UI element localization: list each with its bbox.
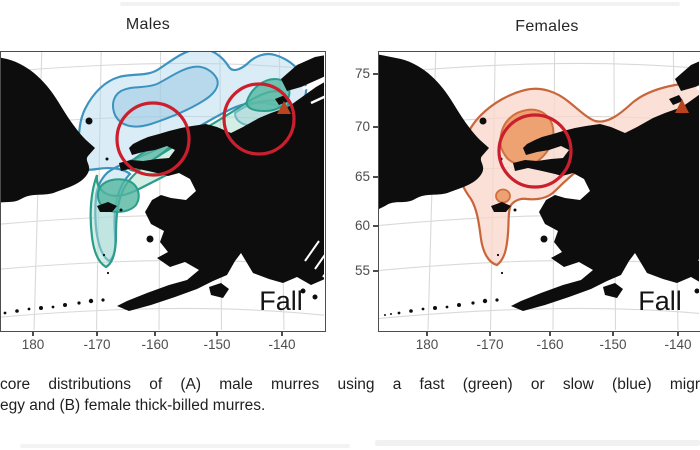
colony-marker-males: [277, 101, 291, 114]
x-tick: [32, 331, 34, 336]
females-map-svg: [379, 52, 699, 330]
x-tick-label: -140: [268, 337, 296, 352]
x-tick: [154, 331, 156, 336]
y-tick-label: 75: [354, 66, 370, 81]
y-tick: [373, 176, 378, 178]
x-tick: [96, 331, 98, 336]
x-tick-label: -170: [476, 337, 504, 352]
males-map-svg: [1, 52, 324, 330]
x-tick-label: -150: [203, 337, 231, 352]
y-tick-label: 55: [354, 263, 370, 278]
y-tick: [373, 225, 378, 227]
caption-line-1: core distributions of (A) male murres us…: [0, 376, 700, 393]
x-tick: [677, 331, 679, 336]
y-tick-label: 60: [354, 218, 370, 233]
x-tick-label: 180: [415, 337, 439, 352]
scan-artifact-top: [120, 2, 680, 6]
y-tick: [373, 270, 378, 272]
x-tick-label: -140: [664, 337, 692, 352]
highlight-circle-females: [497, 113, 573, 189]
caption-line-2: egy and (B) female thick-billed murres.: [0, 397, 266, 414]
season-label-males: Fall: [259, 286, 303, 316]
panel-b-title: Females: [515, 18, 579, 35]
x-tick: [549, 331, 551, 336]
colony-marker-females: [675, 99, 689, 113]
y-tick: [373, 73, 378, 75]
x-tick: [489, 331, 491, 336]
scan-artifact-bottom-left: [20, 444, 350, 448]
y-tick: [373, 126, 378, 128]
panel-a-title: Males: [125, 16, 171, 33]
x-tick: [612, 331, 614, 336]
x-tick-label: 180: [21, 337, 45, 352]
x-tick: [216, 331, 218, 336]
map-panel-males: Fall: [0, 51, 326, 332]
x-tick-label: -150: [599, 337, 627, 352]
x-tick-label: -160: [141, 337, 169, 352]
scan-artifact-bottom-right: [375, 440, 700, 446]
y-tick-label: 65: [354, 169, 370, 184]
map-panel-females: Fall: [378, 51, 700, 332]
season-label-females: Fall: [638, 286, 682, 316]
x-tick-label: -160: [536, 337, 564, 352]
y-tick-label: 70: [354, 119, 370, 134]
figure-caption: core distributions of (A) male murres us…: [0, 374, 700, 416]
x-tick-label: -170: [83, 337, 111, 352]
highlight-circles-males: [115, 82, 296, 177]
x-tick: [426, 331, 428, 336]
x-tick: [281, 331, 283, 336]
